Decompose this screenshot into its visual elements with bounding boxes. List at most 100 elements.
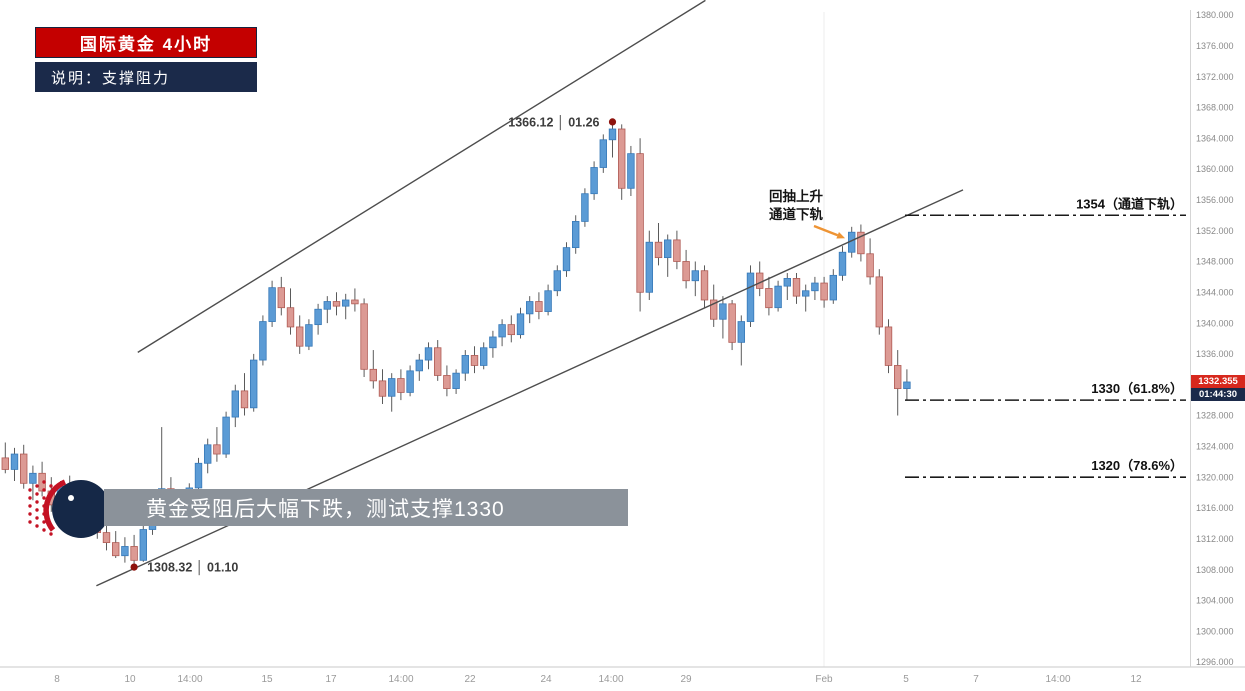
candle-body	[572, 221, 580, 249]
candle-body	[802, 290, 810, 297]
candle-body	[562, 247, 571, 272]
level-label: 1354（通道下轨）	[1076, 196, 1183, 211]
time-tick-label: Feb	[815, 674, 833, 685]
candle-body	[19, 453, 28, 484]
candle-body	[599, 139, 607, 168]
news-banner: 黄金受阻后大幅下跌，测试支撑1330	[104, 489, 628, 526]
logo-eye-dot	[68, 495, 74, 501]
candle-body	[618, 128, 626, 189]
candle-body	[728, 303, 736, 343]
candle-body	[903, 381, 911, 389]
title-badge: 国际黄金 4小时	[35, 27, 257, 58]
candle-body	[654, 241, 663, 259]
candle-body	[397, 378, 405, 393]
candle-body	[820, 282, 828, 301]
candle-body	[553, 270, 561, 292]
candle-body	[645, 241, 653, 293]
price-tick-label: 1364.000	[1196, 133, 1234, 143]
candle-body	[415, 359, 423, 372]
candle-body	[489, 336, 497, 349]
candle-body	[286, 307, 295, 328]
candle-body	[884, 326, 893, 366]
candle-body	[268, 287, 276, 322]
candle-body	[507, 324, 515, 336]
candle-body	[387, 378, 396, 397]
candle-body	[479, 347, 488, 366]
candle-body	[102, 532, 111, 544]
channel-upper-trendline	[137, 0, 706, 353]
candle-body	[526, 301, 534, 315]
candle-body	[194, 462, 203, 489]
low-annotation-text: 1308.32 │ 01.10	[147, 560, 238, 576]
candle-body	[756, 272, 764, 289]
candle-body	[774, 285, 782, 309]
price-tick-label: 1296.000	[1196, 657, 1234, 667]
price-tick-label: 1380.000	[1196, 10, 1234, 20]
candle-body	[314, 308, 322, 326]
candle-body	[700, 270, 709, 301]
candle-body	[765, 288, 773, 309]
time-tick-label: 29	[680, 674, 692, 685]
candle-body	[461, 355, 469, 374]
last-price-badge: 1332.355	[1191, 375, 1245, 388]
time-tick-label: 17	[325, 674, 337, 685]
time-tick-label: 14:00	[1045, 674, 1070, 685]
candle-body	[323, 301, 331, 310]
candle-body	[737, 321, 745, 343]
logo-head-circle	[52, 480, 110, 538]
candle-body	[682, 261, 690, 282]
brand-logo	[24, 472, 116, 546]
candle-body	[857, 231, 865, 255]
candle-body	[231, 390, 239, 418]
candle-body	[360, 303, 368, 370]
subtitle-badge: 说明：支撑阻力	[35, 62, 257, 92]
candle-body	[746, 272, 755, 322]
time-tick-label: 22	[464, 674, 476, 685]
candle-body	[875, 276, 883, 328]
candle-body	[424, 347, 433, 361]
title-text: 国际黄金 4小时	[79, 35, 213, 54]
candle-body	[673, 239, 681, 262]
price-tick-label: 1320.000	[1196, 472, 1234, 482]
price-tick-label: 1316.000	[1196, 503, 1234, 513]
time-tick-label: 5	[903, 674, 909, 685]
candle-body	[838, 251, 847, 276]
candle-body	[249, 359, 258, 409]
channel-lower-trendline	[96, 189, 964, 587]
candle-body	[783, 278, 791, 287]
price-tick-label: 1344.000	[1196, 287, 1234, 297]
price-tick-label: 1368.000	[1196, 103, 1234, 113]
candle-body	[112, 542, 120, 557]
candle-body	[452, 372, 460, 389]
price-tick-label: 1352.000	[1196, 226, 1234, 236]
candle-body	[894, 365, 902, 389]
candle-body	[240, 390, 249, 409]
candle-body	[341, 299, 350, 307]
price-tick-label: 1348.000	[1196, 257, 1234, 267]
price-tick-label: 1376.000	[1196, 41, 1234, 51]
candle-body	[443, 375, 451, 389]
candle-body	[516, 313, 525, 336]
candle-body	[378, 380, 387, 397]
time-tick-label: 14:00	[388, 674, 413, 685]
candle-body	[590, 167, 598, 195]
candle-body	[664, 239, 672, 259]
logo-red-crescent	[43, 479, 67, 532]
candle-body	[213, 444, 221, 455]
price-tick-label: 1356.000	[1196, 195, 1234, 205]
level-label: 1330（61.8%）	[1091, 381, 1183, 396]
price-tick-label: 1328.000	[1196, 411, 1234, 421]
high-marker-dot	[608, 118, 617, 126]
price-tick-label: 1324.000	[1196, 442, 1234, 452]
pullback-arrow-line	[813, 224, 839, 237]
countdown-badge: 01:44:30	[1191, 388, 1245, 401]
candle-body	[433, 347, 442, 376]
candle-body	[369, 368, 377, 382]
price-tick-label: 1300.000	[1196, 626, 1234, 636]
candle-body	[627, 153, 635, 189]
price-tick-label: 1372.000	[1196, 72, 1234, 82]
price-tick-label: 1340.000	[1196, 318, 1234, 328]
candle-body	[581, 193, 589, 222]
candle-body	[544, 290, 552, 312]
